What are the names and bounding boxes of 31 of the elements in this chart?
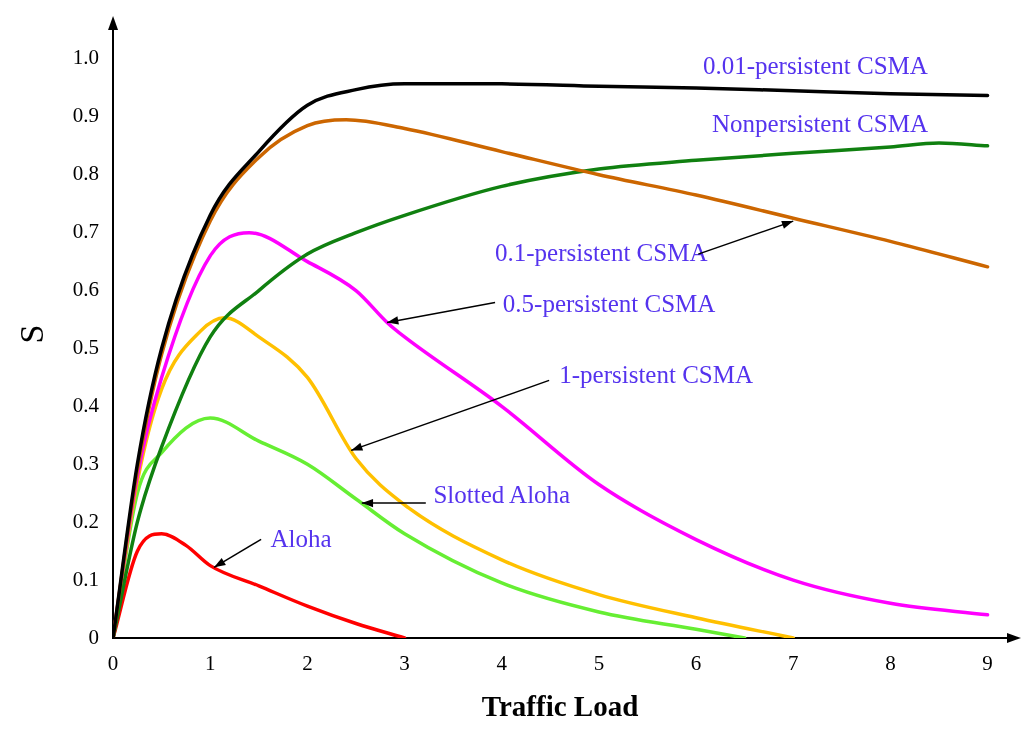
annotation: 0.01-persistent CSMA: [702, 52, 928, 80]
annotation: Nonpersistent CSMA: [711, 110, 928, 138]
x-tick-label: 6: [690, 651, 702, 676]
annotation: Aloha: [270, 524, 332, 552]
x-tick-label: 2: [302, 651, 313, 676]
x-tick-label: 1: [204, 651, 216, 676]
y-tick-label: 0.9: [72, 103, 100, 128]
x-tick-label: 4: [496, 651, 508, 676]
y-axis-title: S: [13, 324, 51, 344]
x-tick-label: 5: [593, 651, 605, 676]
annotation: 0.1-persistent CSMA: [494, 238, 708, 266]
annotation: Slotted Aloha: [433, 480, 571, 508]
x-axis-title: Traffic Load: [481, 690, 639, 723]
y-tick-label: 0.2: [72, 508, 100, 533]
y-tick-label: 0: [88, 624, 100, 649]
y-tick-label: 0.5: [72, 334, 100, 359]
annotation: 0.5-persistent CSMA: [502, 289, 716, 317]
annotation: 1-persistent CSMA: [559, 360, 753, 388]
x-tick-label: 0: [107, 651, 119, 676]
line-series: [113, 532, 407, 638]
y-tick-label: 0.4: [72, 392, 100, 417]
y-tick-label: 0.3: [72, 450, 100, 475]
y-tick-label: 1.0: [72, 45, 100, 70]
x-tick-label: 3: [399, 651, 410, 676]
x-tick-label: 9: [982, 651, 993, 676]
y-tick-label: 0.6: [72, 277, 100, 302]
x-tick-label: 7: [787, 651, 799, 676]
y-tick-label: 0.1: [72, 566, 100, 591]
x-tick-label: 8: [885, 651, 896, 676]
y-tick-label: 0.7: [72, 219, 100, 244]
y-tick-label: 0.8: [72, 161, 100, 186]
